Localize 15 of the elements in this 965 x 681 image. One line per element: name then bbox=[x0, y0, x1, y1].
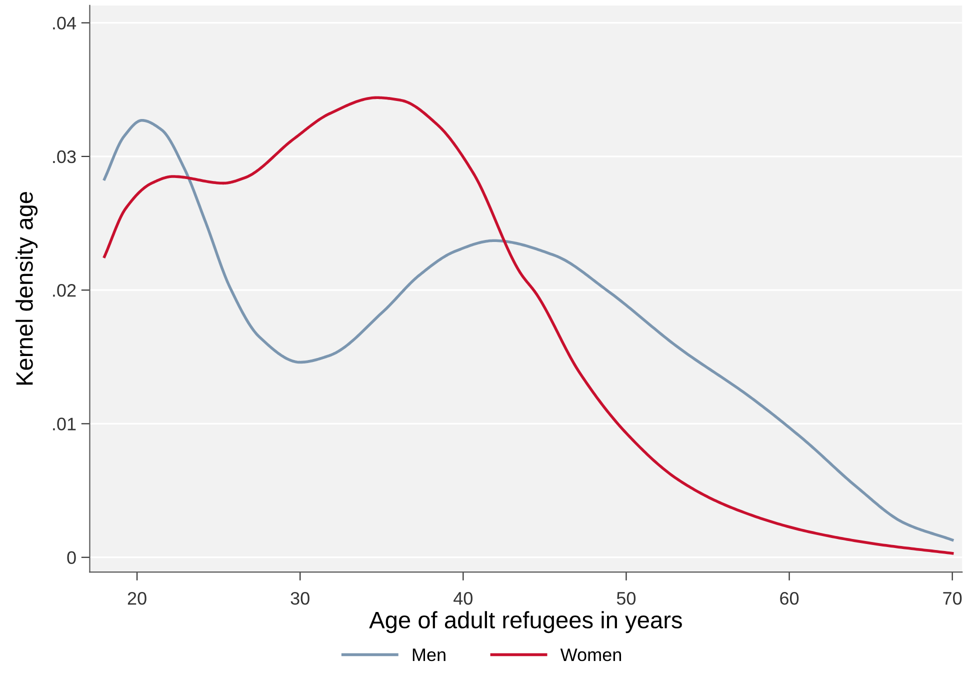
x-tick-label: 70 bbox=[943, 592, 962, 605]
x-tick-label: 20 bbox=[128, 592, 146, 605]
x-axis-title: Age of adult refugees in years bbox=[369, 611, 682, 634]
y-tick-label: .04 bbox=[53, 16, 76, 30]
legend-label: Women bbox=[560, 648, 622, 662]
y-axis-title: Kernel density age bbox=[16, 192, 38, 385]
y-tick-label: .01 bbox=[53, 418, 76, 430]
y-tick-label: .03 bbox=[53, 150, 76, 164]
x-tick-label: 50 bbox=[616, 592, 636, 605]
y-tick-label: 0 bbox=[67, 551, 76, 564]
x-tick-label: 40 bbox=[454, 592, 472, 605]
x-tick-label: 30 bbox=[290, 592, 310, 605]
y-tick-label: .02 bbox=[53, 284, 76, 297]
x-tick-label: 60 bbox=[780, 592, 799, 605]
legend-label: Men bbox=[412, 648, 446, 662]
